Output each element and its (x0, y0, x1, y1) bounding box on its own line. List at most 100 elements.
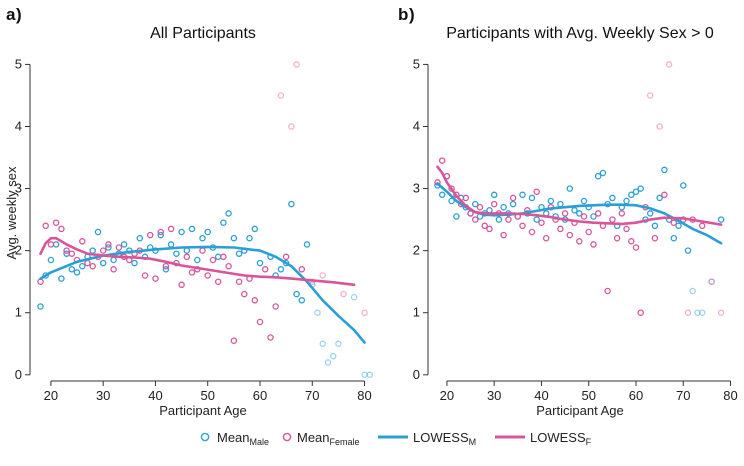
mean-male-point (220, 219, 227, 226)
y-tick-label: 1 (15, 305, 22, 320)
panel-a: a ) All Participants Participant Age 0 1 2… (6, 5, 374, 418)
lowess-male-line (39, 245, 366, 344)
mean-male-point (68, 266, 76, 273)
mean-female-point (267, 334, 274, 341)
y-tick-label: 0 (15, 367, 22, 382)
mean-male-point (490, 191, 498, 199)
mean-female-point (42, 222, 49, 230)
x-tick-label: 70 (676, 388, 690, 403)
mean-female-point (157, 228, 164, 236)
mean-female-point (632, 244, 640, 251)
mean-female-point (519, 222, 526, 230)
mean-male-point (361, 371, 368, 379)
y-tick-label: 3 (15, 181, 22, 196)
x-tick-label: 60 (629, 388, 643, 403)
marks-group (434, 61, 725, 316)
mean-female-point (319, 272, 326, 279)
mean-female-point (256, 318, 264, 326)
mean-female-point (282, 253, 290, 261)
mean-male-point (623, 197, 630, 205)
mean-male-point (214, 253, 222, 261)
mean-female-point (613, 234, 621, 242)
mean-female-point (542, 234, 550, 242)
mean-male-point (438, 191, 446, 199)
mean-female-point (241, 290, 248, 298)
axes-group: 0 1 2 3 4 5 20 30 40 50 60 70 80 (413, 56, 738, 403)
mean-male-point (335, 340, 342, 348)
panel-letter-paren: ) (409, 5, 415, 24)
y-tick-label: 3 (413, 181, 420, 196)
lowess-female-line (39, 236, 356, 287)
mean-female-point (63, 247, 70, 254)
mean-male-point (533, 216, 540, 223)
mean-male-point (303, 241, 311, 248)
mean-female-point (188, 269, 196, 276)
mean-female-point (52, 219, 60, 226)
mean-female-point (684, 309, 692, 316)
mean-male-point (557, 200, 564, 208)
mean-female-point (670, 219, 678, 226)
mean-male-point (167, 241, 175, 248)
mean-female-point (162, 262, 170, 270)
mean-female-point (340, 290, 347, 298)
mean-female-point (628, 238, 635, 245)
mean-male-point (637, 185, 644, 192)
mean-female-point (557, 225, 564, 233)
mean-male-point (314, 309, 321, 316)
legend-item-mean-female: MeanFemale (282, 430, 360, 447)
mean-female-point (146, 231, 154, 239)
mean-male-point (251, 225, 259, 233)
mean-male-point (689, 287, 696, 295)
mean-female-point (717, 309, 725, 316)
mean-male-point (105, 244, 112, 251)
mean-male-point (571, 207, 578, 214)
lowess-female-line (436, 165, 723, 226)
mean-male-point (509, 200, 517, 208)
mean-male-point (675, 222, 682, 230)
legend: MeanMale MeanFemale LOWESSM LOWESSF (200, 430, 592, 447)
x-tick-label: 80 (723, 388, 737, 403)
y-tick-label: 4 (413, 118, 420, 133)
mean-male-point (628, 191, 635, 199)
x-tick-label: 20 (440, 388, 454, 403)
mean-female-point (661, 191, 668, 199)
mean-female-point (152, 275, 159, 282)
mean-female-point (438, 157, 446, 164)
x-tick-label: 40 (534, 388, 548, 403)
mean-female-point (141, 272, 149, 279)
y-tick-label: 1 (413, 305, 420, 320)
mean-female-point (604, 287, 611, 295)
legend-item-lowess-f: LOWESSF (495, 430, 592, 447)
mean-male-point (680, 182, 687, 189)
mean-male-point (194, 256, 201, 264)
mean-female-point (84, 259, 91, 267)
x-tick-label: 30 (487, 388, 501, 403)
mean-female-point (698, 222, 706, 230)
x-tick-label: 30 (96, 388, 110, 403)
mean-male-point (528, 194, 536, 202)
mean-male-point (670, 234, 678, 242)
mean-male-point (594, 172, 602, 180)
y-tick-label: 5 (413, 56, 420, 71)
mean-male-point (52, 241, 60, 248)
mean-female-point (47, 241, 55, 248)
mean-male-point (694, 309, 701, 316)
x-tick-label: 50 (200, 388, 214, 403)
mean-female-point (486, 225, 493, 233)
mean-male-point (173, 250, 180, 257)
mean-male-point (230, 234, 238, 242)
mean-female-point (646, 92, 654, 99)
mean-female-point (500, 231, 507, 239)
mean-male-point (120, 241, 128, 248)
mean-male-point (293, 290, 300, 298)
mean-male-point (136, 234, 144, 242)
mean-male-point (79, 262, 86, 270)
mean-male-point (162, 266, 170, 273)
legend-marker-male (200, 432, 210, 442)
mean-male-point (448, 197, 455, 205)
panel-letter: a (6, 5, 16, 24)
y-tick-label: 2 (15, 243, 22, 258)
panel-title: Participants with Avg. Weekly Sex > 0 (446, 25, 714, 42)
mean-female-point (623, 225, 630, 233)
